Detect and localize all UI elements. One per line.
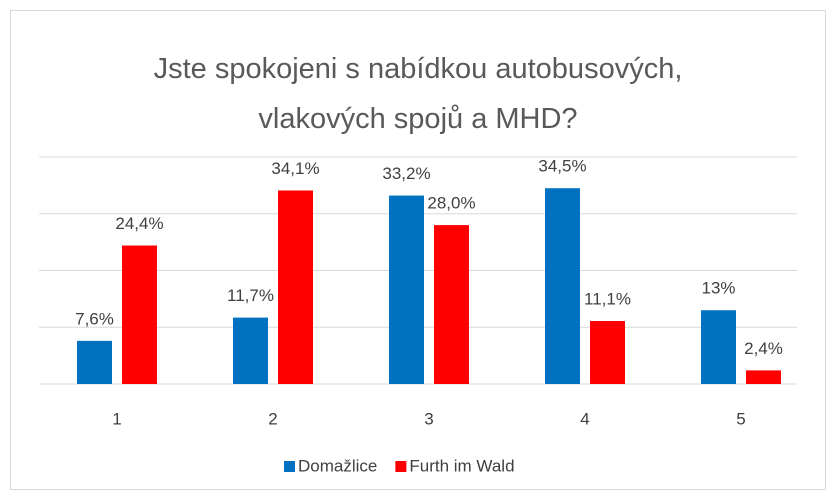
bar xyxy=(434,225,469,384)
data-label: 33,2% xyxy=(382,164,430,183)
data-label: 7,6% xyxy=(75,309,114,328)
bar xyxy=(278,190,313,384)
data-label: 13% xyxy=(701,279,735,298)
x-tick-label: 5 xyxy=(736,409,745,428)
bar xyxy=(746,370,781,384)
legend-label: Furth im Wald xyxy=(409,456,514,475)
bar xyxy=(590,321,625,384)
data-label: 11,7% xyxy=(227,286,274,305)
data-label: 24,4% xyxy=(115,214,163,233)
legend-swatch xyxy=(284,461,295,472)
x-tick-label: 1 xyxy=(112,409,121,428)
bar xyxy=(233,317,268,384)
data-label: 28,0% xyxy=(427,194,475,213)
chart-title: Jste spokojeni s nabídkou autobusových, … xyxy=(153,53,683,135)
x-tick-label: 4 xyxy=(580,409,589,428)
data-label: 2,4% xyxy=(744,339,783,358)
bar xyxy=(545,188,580,384)
x-tick-label: 3 xyxy=(424,409,433,428)
legend-swatch xyxy=(395,461,407,472)
x-tick-label: 2 xyxy=(268,409,277,428)
bar xyxy=(701,310,736,384)
data-label: 34,1% xyxy=(271,159,319,178)
legend-label: Domažlice xyxy=(298,456,377,475)
data-label: 11,1% xyxy=(584,289,631,308)
bar xyxy=(389,195,424,384)
data-label: 34,5% xyxy=(538,157,586,176)
bar xyxy=(122,245,157,384)
bar xyxy=(77,340,112,384)
